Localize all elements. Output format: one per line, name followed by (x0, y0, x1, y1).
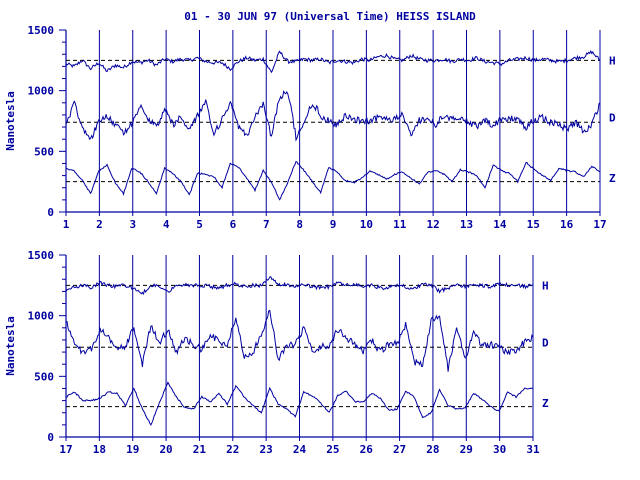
x-tick-label: 4 (163, 218, 170, 231)
y-tick-label: 1000 (28, 310, 55, 323)
x-tick-label: 13 (460, 218, 473, 231)
series-line-h (65, 49, 601, 74)
x-tick-label: 24 (293, 443, 307, 456)
x-tick-label: 30 (493, 443, 506, 456)
x-tick-label: 9 (330, 218, 337, 231)
x-tick-label: 10 (360, 218, 373, 231)
y-tick-label: 0 (47, 431, 54, 444)
x-tick-label: 17 (59, 443, 72, 456)
x-tick-label: 11 (393, 218, 407, 231)
y-axis-label: Nanotesla (4, 316, 17, 376)
y-tick-label: 1500 (28, 249, 55, 262)
series-label-z: Z (542, 397, 549, 410)
series-line-d (65, 309, 534, 372)
figure-title: 01 - 30 JUN 97 (Universal Time) HEISS IS… (184, 10, 476, 23)
series-line-h (65, 276, 534, 296)
y-tick-label: 1000 (28, 85, 55, 98)
series-label-d: D (609, 111, 616, 124)
x-tick-label: 23 (260, 443, 273, 456)
x-tick-label: 20 (159, 443, 172, 456)
x-tick-label: 31 (526, 443, 540, 456)
y-tick-label: 1500 (28, 24, 55, 37)
x-tick-label: 29 (460, 443, 473, 456)
x-tick-label: 17 (593, 218, 606, 231)
x-tick-label: 16 (560, 218, 574, 231)
series-line-z (65, 381, 534, 426)
y-axis-label: Nanotesla (4, 91, 17, 151)
x-tick-label: 22 (226, 443, 239, 456)
series-label-z: Z (609, 172, 616, 185)
y-tick-label: 0 (47, 206, 54, 219)
x-tick-label: 21 (193, 443, 207, 456)
series-line-d (65, 89, 601, 142)
x-tick-label: 19 (126, 443, 139, 456)
x-tick-label: 25 (326, 443, 339, 456)
x-tick-label: 14 (493, 218, 507, 231)
x-tick-label: 27 (393, 443, 406, 456)
x-tick-label: 28 (426, 443, 439, 456)
series-label-h: H (542, 279, 549, 292)
x-tick-label: 1 (63, 218, 70, 231)
panel-bottom: 0 500 1000 1500 Nanotesla 17 18 19 20 21 22 23 24 25 2… (4, 249, 549, 456)
series-label-d: D (542, 336, 549, 349)
x-tick-label: 2 (96, 218, 103, 231)
x-tick-label: 18 (93, 443, 106, 456)
series-label-h: H (609, 54, 616, 67)
y-tick-label: 500 (34, 370, 54, 383)
x-tick-label: 8 (296, 218, 303, 231)
x-tick-label: 15 (527, 218, 540, 231)
series-line-z (65, 160, 601, 201)
x-tick-label: 12 (427, 218, 440, 231)
x-tick-label: 3 (129, 218, 136, 231)
y-tick-label: 500 (34, 145, 54, 158)
x-tick-label: 26 (360, 443, 374, 456)
x-tick-label: 7 (263, 218, 270, 231)
x-tick-label: 6 (230, 218, 237, 231)
x-tick-label: 5 (196, 218, 203, 231)
